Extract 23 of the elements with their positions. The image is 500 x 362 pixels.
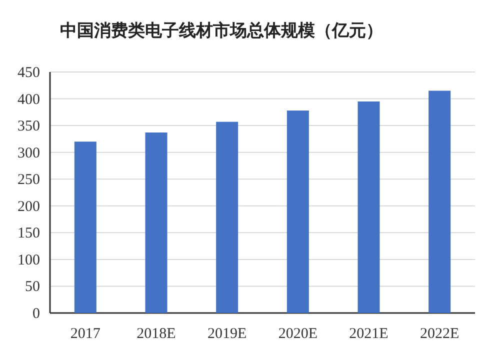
x-tick-label: 2018E [136, 326, 176, 342]
y-tick-label: 250 [18, 172, 40, 188]
x-tick-label: 2022E [420, 326, 460, 342]
y-tick-label: 200 [18, 198, 40, 215]
bar [145, 132, 168, 313]
y-tick-label: 0 [32, 306, 40, 322]
bar [428, 90, 451, 313]
y-tick-label: 400 [18, 92, 40, 108]
bar [74, 142, 96, 313]
y-tick-label: 150 [18, 226, 40, 242]
bar [358, 101, 380, 313]
y-tick-label: 50 [25, 279, 40, 296]
x-tick-label: 2017 [70, 326, 101, 342]
y-tick-label: 450 [18, 65, 40, 81]
x-tick-label: 2021E [349, 326, 388, 342]
y-tick-label: 350 [18, 118, 40, 135]
y-tick-label: 100 [18, 252, 40, 268]
x-tick-label: 2020E [278, 326, 318, 342]
chart-title: 中国消费类电子线材市场总体规模（亿元） [60, 21, 383, 41]
bar [216, 122, 238, 313]
y-tick-label: 300 [18, 145, 40, 162]
x-tick-label: 2019E [207, 326, 247, 342]
bar [286, 110, 309, 313]
